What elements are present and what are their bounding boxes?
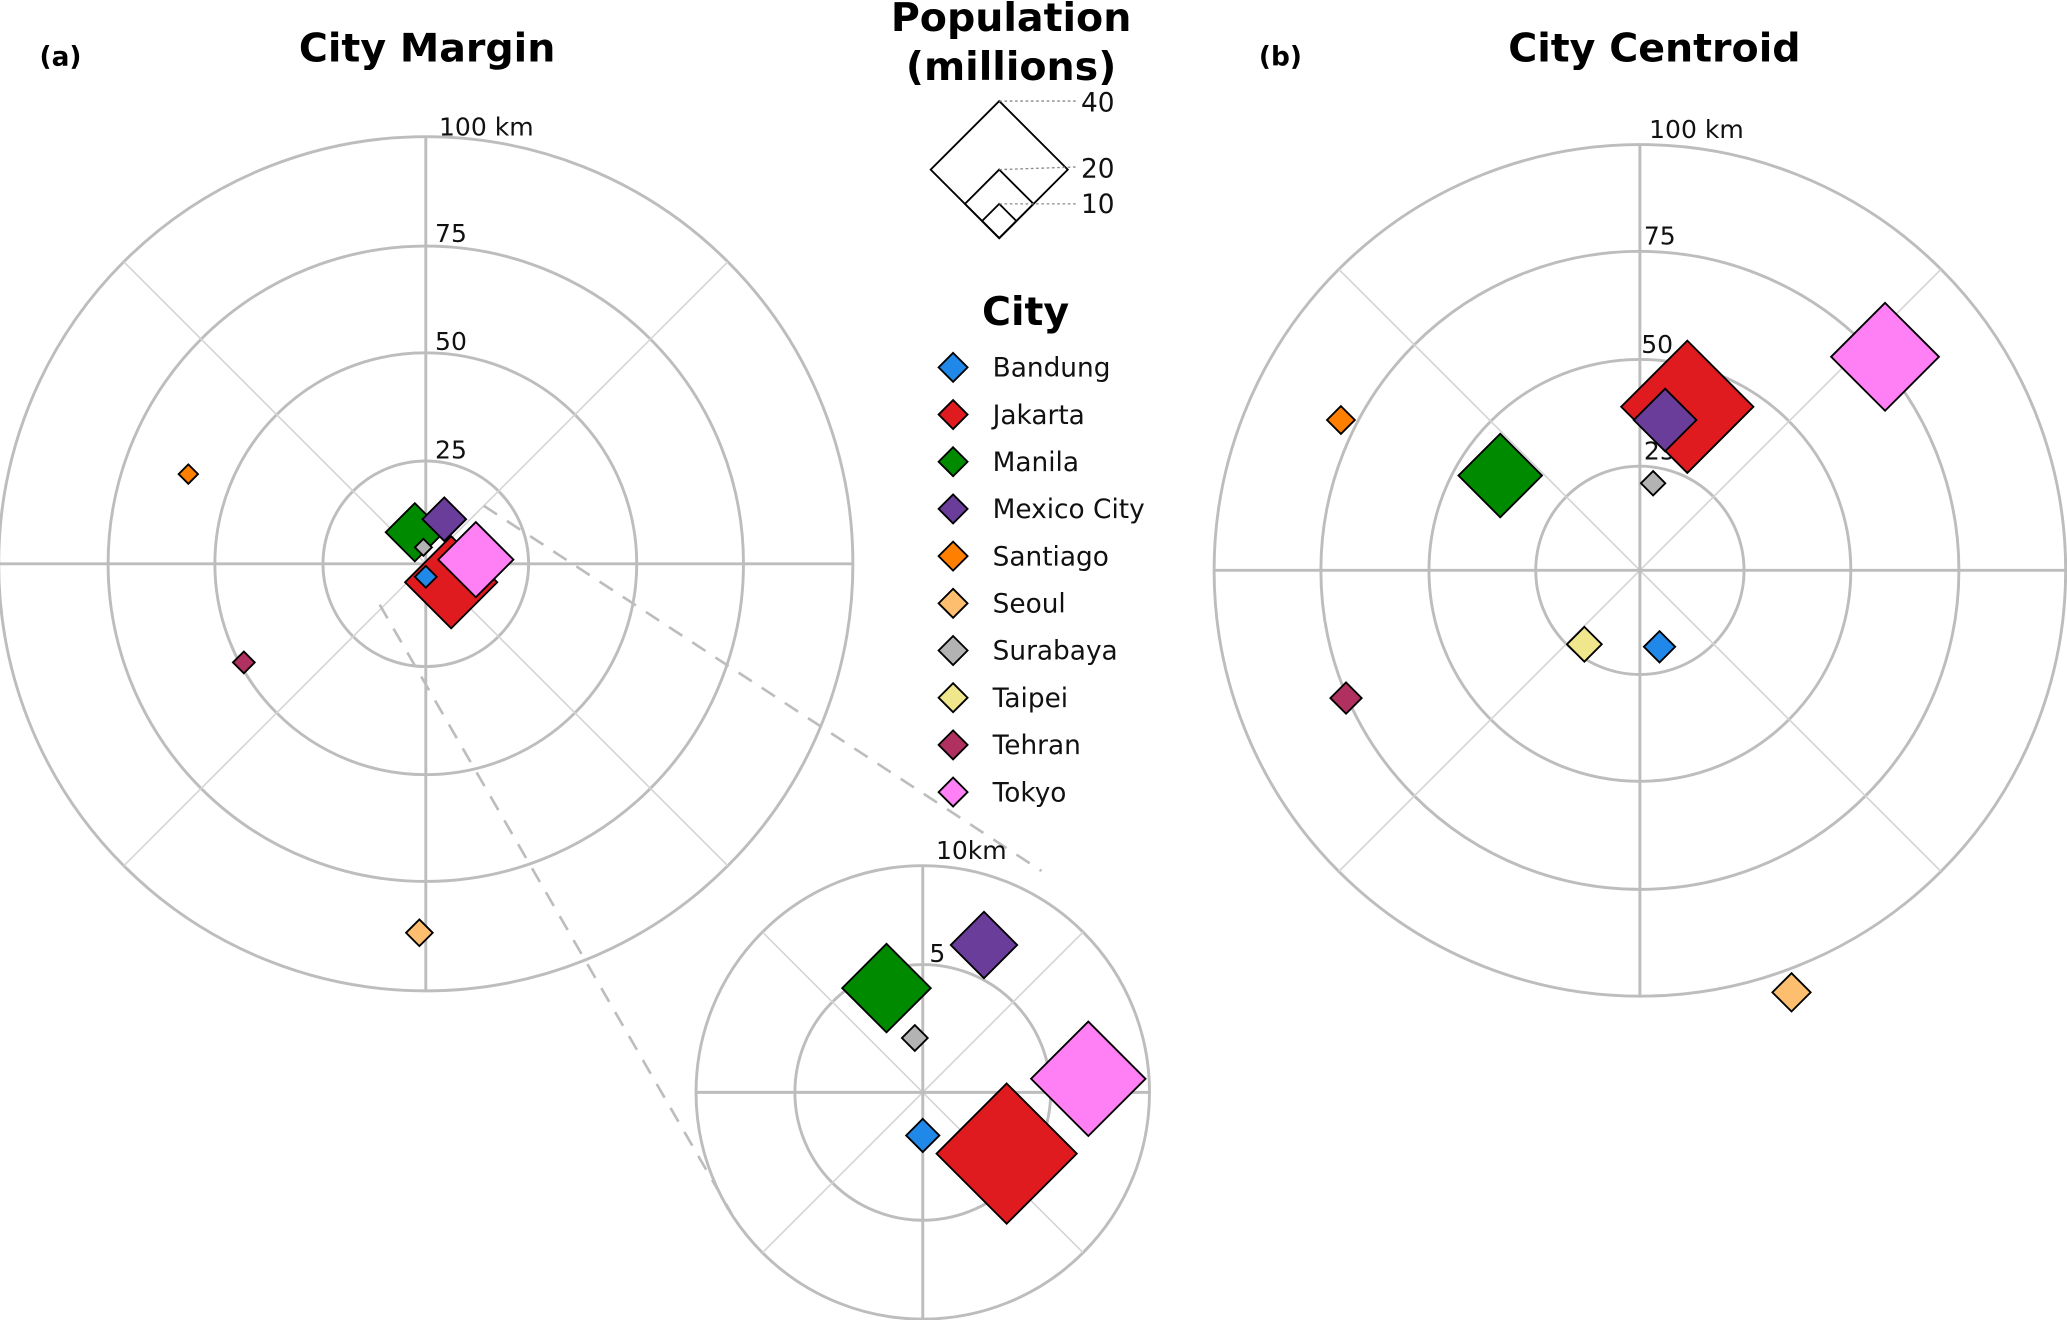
point-mexico-city [421,496,468,543]
point-surabaya [900,1023,930,1053]
point-surabaya [413,537,434,558]
point-santiago [1325,404,1357,436]
legend-swatch-santiago [937,540,969,572]
point-santiago [177,463,200,486]
legend-swatch-tokyo [937,776,969,808]
legend-label: Tokyo [992,778,1067,808]
city-legend: Bandung Jakarta Manila Mexico City Santiago S… [937,351,1145,808]
panel-a-ring-label-75: 75 [435,219,467,248]
size-legend-title-line1: Population [891,0,1132,41]
panel-a-ring-label-100: 100 km [439,112,534,141]
point-jakarta [935,1082,1079,1226]
point-tehran [1329,681,1364,716]
panel-a-title: City Margin [299,26,555,72]
point-bandung [1642,629,1677,664]
inset-ring-label-10: 10km [936,836,1007,865]
legend-swatch-surabaya [937,634,969,667]
panel-a-points [177,463,515,948]
point-bandung [413,564,439,590]
point-manila [1457,432,1544,519]
point-surabaya [1639,469,1667,497]
legend-swatch-tehran [937,729,969,761]
panel-label-b: (b) [1259,42,1302,72]
panel-b-ring-label-50: 50 [1641,330,1673,359]
legend-swatch-seoul [937,587,969,620]
size-legend [929,99,1076,240]
point-jakarta [1619,339,1755,475]
point-mexico-city [1632,387,1698,453]
city-legend-title: City [982,289,1069,335]
legend-swatch-manila [937,445,969,478]
legend-label: Taipei [992,684,1068,714]
point-tehran [231,650,257,675]
legend-swatch-bandung [937,351,969,384]
legend-swatch-jakarta [937,398,969,431]
panel-label-a: (a) [40,42,82,72]
inset-polar-grid [694,864,1151,1320]
point-tokyo [1029,1020,1147,1138]
panel-a-ring-label-25: 25 [435,435,467,464]
legend-label: Mexico City [993,495,1145,525]
inset-points [840,910,1147,1226]
size-legend-label-10: 10 [1081,190,1115,220]
inset-connector-line [378,603,733,1215]
panel-b-points [1325,301,1941,1013]
panel-b-title: City Centroid [1508,26,1800,72]
point-mexico-city [949,910,1019,980]
legend-label: Seoul [993,590,1066,620]
panel-b-ring-label-100: 100 km [1649,115,1744,144]
point-taipei [1565,625,1604,663]
inset-ring-label-5: 5 [929,939,945,968]
legend-swatch-taipei [937,681,969,714]
point-seoul [1771,971,1812,1013]
panel-b-polar-grid [1212,143,2067,998]
size-legend-title-line2: (millions) [906,44,1116,90]
panel-a-ring-label-50: 50 [435,327,467,356]
size-legend-leader-line [999,166,1076,171]
legend-label: Santiago [993,542,1109,572]
point-manila [840,942,933,1034]
inset-connector-line [483,504,1043,873]
size-legend-diamond-10 [980,202,1018,240]
point-seoul [404,918,435,948]
size-legend-label-40: 40 [1081,89,1115,119]
legend-swatch-mexico-city [937,493,969,525]
panel-b-ring-label-75: 75 [1644,222,1676,251]
point-bandung [904,1117,941,1154]
point-tokyo [436,520,515,599]
legend-label: Bandung [993,354,1111,384]
size-legend-label-20: 20 [1081,155,1115,185]
legend-label: Surabaya [993,637,1118,667]
legend-label: Jakarta [991,401,1085,431]
point-tokyo [1829,301,1941,413]
legend-label: Manila [993,448,1079,478]
legend-label: Tehran [992,731,1081,761]
